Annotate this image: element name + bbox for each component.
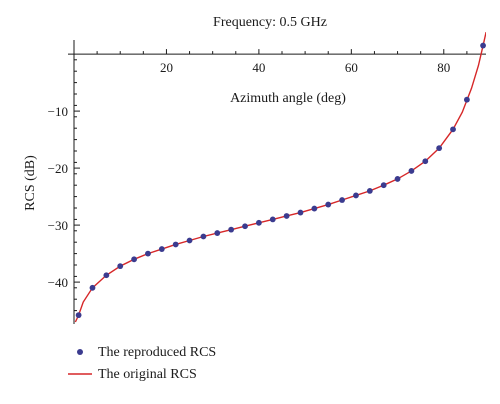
x-tick-label: 20 <box>160 60 173 75</box>
data-point-reproduced-rcs <box>394 176 401 182</box>
y-axis-label: RCS (dB) <box>23 155 38 211</box>
x-tick-label: 60 <box>345 60 358 75</box>
data-point-reproduced-rcs <box>353 192 359 199</box>
data-point-reproduced-rcs <box>283 213 290 219</box>
data-point-reproduced-rcs <box>380 182 387 189</box>
data-point-reproduced-rcs <box>228 226 235 233</box>
data-point-reproduced-rcs <box>339 197 345 203</box>
series-line-original-rcs <box>74 32 486 323</box>
data-point-reproduced-rcs <box>366 188 373 194</box>
data-point-reproduced-rcs <box>131 256 137 263</box>
x-tick-label: 40 <box>252 60 265 75</box>
y-tick-label: −40 <box>48 275 68 290</box>
data-point-reproduced-rcs <box>200 233 207 240</box>
data-point-reproduced-rcs <box>214 230 221 236</box>
data-point-reproduced-rcs <box>436 145 443 152</box>
y-tick-label: −10 <box>48 104 68 119</box>
data-point-reproduced-rcs <box>145 250 151 257</box>
data-point-reproduced-rcs <box>450 126 456 133</box>
data-point-reproduced-rcs <box>297 209 304 216</box>
legend-marker-reproduced <box>77 349 83 355</box>
data-point-reproduced-rcs <box>103 272 110 279</box>
data-point-reproduced-rcs <box>480 42 486 49</box>
data-point-reproduced-rcs <box>311 205 318 212</box>
y-tick-label: −20 <box>48 161 68 176</box>
legend-label-original: The original RCS <box>98 367 197 382</box>
data-point-reproduced-rcs <box>463 96 470 103</box>
data-point-reproduced-rcs <box>75 312 82 319</box>
data-point-reproduced-rcs <box>89 284 96 291</box>
data-point-reproduced-rcs <box>172 241 179 248</box>
data-point-reproduced-rcs <box>186 237 193 244</box>
data-point-reproduced-rcs <box>255 219 262 226</box>
data-point-reproduced-rcs <box>117 263 124 270</box>
data-point-reproduced-rcs <box>325 201 332 208</box>
legend-label-reproduced: The reproduced RCS <box>98 345 216 360</box>
data-point-reproduced-rcs <box>408 168 415 174</box>
data-point-reproduced-rcs <box>158 246 165 252</box>
chart-title: Frequency: 0.5 GHz <box>213 15 327 30</box>
x-axis-label: Azimuth angle (deg) <box>230 91 346 106</box>
x-tick-label: 80 <box>437 60 450 75</box>
data-point-reproduced-rcs <box>242 223 248 230</box>
y-tick-label: −30 <box>48 218 68 233</box>
data-point-reproduced-rcs <box>269 216 276 223</box>
data-point-reproduced-rcs <box>422 158 429 165</box>
